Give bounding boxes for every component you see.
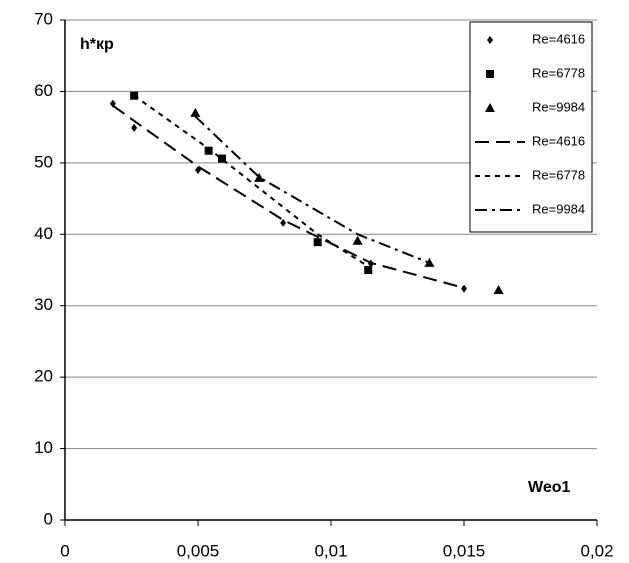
x-tick-label: 0,02 — [580, 541, 613, 560]
marker — [217, 154, 226, 163]
legend-label: Re=4616 — [532, 31, 585, 46]
y-axis-label: h*кр — [80, 36, 114, 53]
x-tick-label: 0,005 — [177, 541, 220, 560]
y-tick-label: 0 — [44, 509, 53, 528]
legend: Re=4616 Re=6778 Re=9984 Re=4616 Re=6778 Re=99… — [469, 21, 593, 233]
fit-line — [133, 94, 369, 268]
y-tick-label: 50 — [34, 152, 53, 171]
y-tick-label: 30 — [34, 295, 53, 314]
marker — [131, 123, 138, 132]
legend-label: Re=9984 — [532, 99, 585, 114]
x-tick-label: 0,01 — [314, 541, 347, 560]
x-tick-label: 0,015 — [443, 541, 486, 560]
x-axis-label: Weо1 — [528, 479, 570, 496]
y-tick-label: 70 — [34, 9, 53, 28]
legend-label: Re=6778 — [532, 65, 585, 80]
x-tick-label: 0 — [60, 541, 69, 560]
marker — [486, 70, 494, 78]
marker — [190, 107, 201, 117]
legend-box — [469, 21, 593, 233]
marker — [493, 285, 504, 294]
marker — [313, 238, 322, 247]
y-tick-label: 40 — [34, 224, 53, 243]
marker — [204, 146, 213, 155]
fit-line — [194, 115, 430, 264]
marker — [280, 218, 287, 227]
marker — [487, 36, 493, 44]
y-tick-label: 10 — [34, 438, 53, 457]
marker — [254, 172, 265, 182]
legend-label: Re=9984 — [532, 201, 585, 216]
legend-label: Re=6778 — [532, 167, 585, 182]
marker — [352, 235, 363, 245]
legend-label: Re=4616 — [532, 133, 585, 148]
marker — [461, 284, 467, 293]
fit-line — [112, 104, 465, 289]
y-tick-label: 60 — [34, 81, 53, 100]
y-tick-label: 20 — [34, 367, 53, 386]
marker — [364, 266, 373, 274]
marker — [485, 103, 495, 112]
